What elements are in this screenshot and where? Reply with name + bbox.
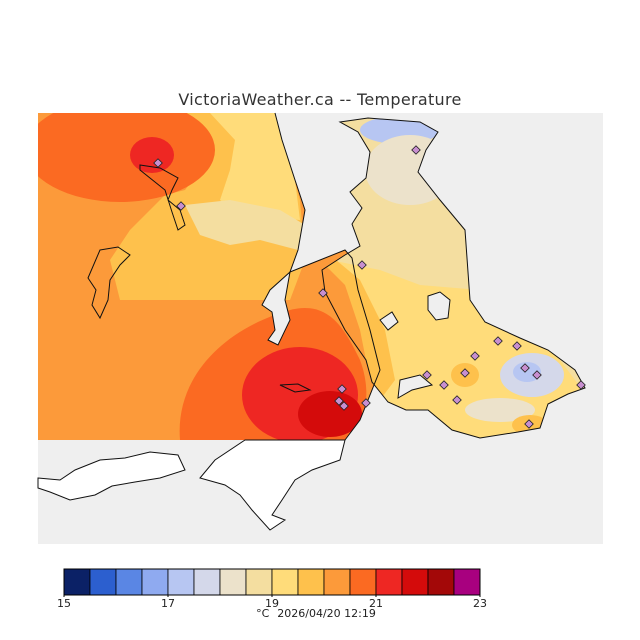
legend-bin bbox=[297, 568, 325, 596]
coastlines bbox=[87, 112, 586, 441]
station-marker bbox=[439, 380, 449, 390]
legend-bin bbox=[245, 568, 273, 596]
station-marker bbox=[520, 363, 530, 373]
station-marker bbox=[460, 368, 470, 378]
legend-ticks: 15 17 19 21 23 bbox=[57, 595, 487, 610]
station-marker bbox=[470, 351, 480, 361]
chart-title: VictoriaWeather.ca -- Temperature bbox=[178, 90, 462, 109]
station-marker bbox=[532, 370, 542, 380]
legend-bin bbox=[349, 568, 377, 596]
legend-bin bbox=[193, 568, 221, 596]
legend-tick-label: 19 bbox=[265, 597, 279, 610]
legend-tick-label: 21 bbox=[369, 597, 383, 610]
legend-bin bbox=[115, 568, 143, 596]
station-marker bbox=[422, 370, 432, 380]
legend-bin bbox=[271, 568, 299, 596]
legend-bin bbox=[89, 568, 117, 596]
legend-bins bbox=[63, 568, 481, 596]
station-marker bbox=[452, 395, 462, 405]
station-marker bbox=[493, 336, 503, 346]
legend-unit: °C bbox=[256, 607, 270, 620]
station-marker bbox=[512, 341, 522, 351]
station-marker bbox=[334, 396, 344, 406]
unmapped-land bbox=[37, 439, 346, 531]
station-marker bbox=[337, 384, 347, 394]
legend-bin bbox=[401, 568, 429, 596]
legend-bin bbox=[63, 568, 91, 596]
weather-stations bbox=[153, 145, 586, 429]
legend-bin bbox=[453, 568, 481, 596]
timestamp: 2026/04/20 12:19 bbox=[277, 607, 376, 620]
station-marker bbox=[153, 158, 163, 168]
station-marker bbox=[176, 201, 186, 211]
station-marker bbox=[339, 401, 349, 411]
legend-bin bbox=[141, 568, 169, 596]
legend-bin bbox=[375, 568, 403, 596]
legend-bin bbox=[167, 568, 195, 596]
legend-bin bbox=[427, 568, 455, 596]
station-marker bbox=[318, 288, 328, 298]
legend-bin bbox=[219, 568, 247, 596]
station-marker bbox=[357, 260, 367, 270]
legend-bin bbox=[323, 568, 351, 596]
station-marker bbox=[411, 145, 421, 155]
legend-tick-label: 23 bbox=[473, 597, 487, 610]
west-temperature-field bbox=[38, 113, 380, 440]
station-marker bbox=[524, 419, 534, 429]
station-marker bbox=[576, 380, 586, 390]
legend-footer: °C 2026/04/20 12:19 bbox=[0, 607, 640, 620]
legend-tick-label: 17 bbox=[161, 597, 175, 610]
station-marker bbox=[361, 398, 371, 408]
legend-tick-label: 15 bbox=[57, 597, 71, 610]
